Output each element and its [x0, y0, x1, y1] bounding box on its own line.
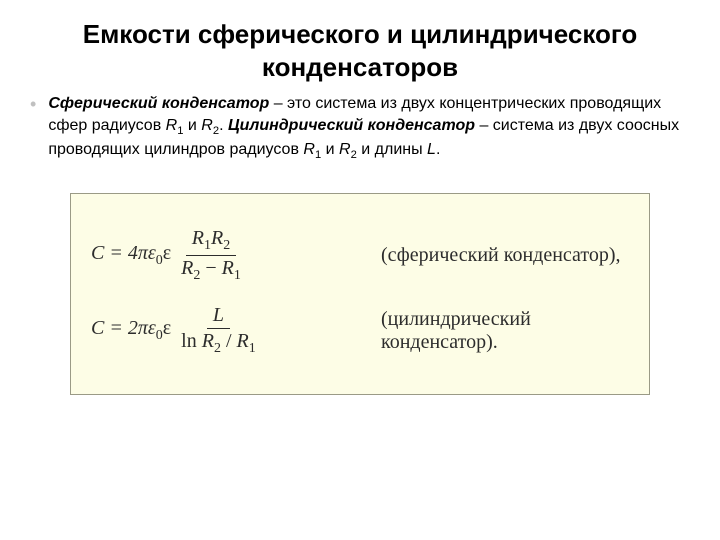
- formula-2: C = 2πε0ε L ln R2 / R1: [91, 303, 351, 358]
- slide-title: Емкости сферического и цилиндрического к…: [30, 18, 690, 83]
- formula-cylindrical: C = 2πε0ε L ln R2 / R1 (цилиндрический к…: [91, 303, 629, 358]
- term-cylindrical: Цилиндрический конденсатор: [228, 117, 475, 134]
- formula-2-label: (цилиндрический конденсатор).: [381, 308, 629, 354]
- formula-box: C = 4πε0ε R1R2 R2 − R1 (сферический конд…: [70, 193, 650, 395]
- term-spherical: Сферический конденсатор: [48, 95, 269, 112]
- bullet-icon: •: [30, 94, 36, 115]
- paragraph: Сферический конденсатор – это система из…: [48, 93, 690, 163]
- formula-spherical: C = 4πε0ε R1R2 R2 − R1 (сферический конд…: [91, 226, 629, 285]
- bullet-row: • Сферический конденсатор – это система …: [30, 93, 690, 163]
- fraction-1: R1R2 R2 − R1: [175, 226, 247, 285]
- formula-1: C = 4πε0ε R1R2 R2 − R1: [91, 226, 351, 285]
- title-line-2: конденсаторов: [262, 52, 458, 82]
- formula-1-label: (сферический конденсатор),: [381, 244, 621, 267]
- title-line-1: Емкости сферического и цилиндрического: [83, 19, 638, 49]
- fraction-2: L ln R2 / R1: [175, 303, 262, 358]
